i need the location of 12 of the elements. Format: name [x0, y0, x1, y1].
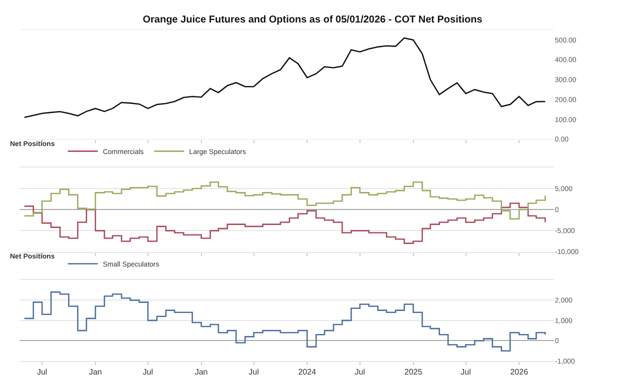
x-tick-label: 2025: [404, 368, 423, 377]
x-tick-label: 2026: [510, 368, 529, 377]
x-tick-label: Jul: [248, 368, 260, 377]
x-tick-label: Jul: [354, 368, 366, 377]
x-tick-label: Jan: [194, 368, 208, 377]
x-tick-label: Jan: [88, 368, 102, 377]
x-tick-label: 2024: [298, 368, 317, 377]
x-tick-label: Jul: [460, 368, 472, 377]
chart-title: Orange Juice Futures and Options as of 05/01/2026 - COT Net Positions: [142, 14, 483, 26]
x-tick-label: Jul: [36, 368, 48, 377]
x-tick-label: Jul: [142, 368, 154, 377]
line-series: [24, 37, 546, 118]
